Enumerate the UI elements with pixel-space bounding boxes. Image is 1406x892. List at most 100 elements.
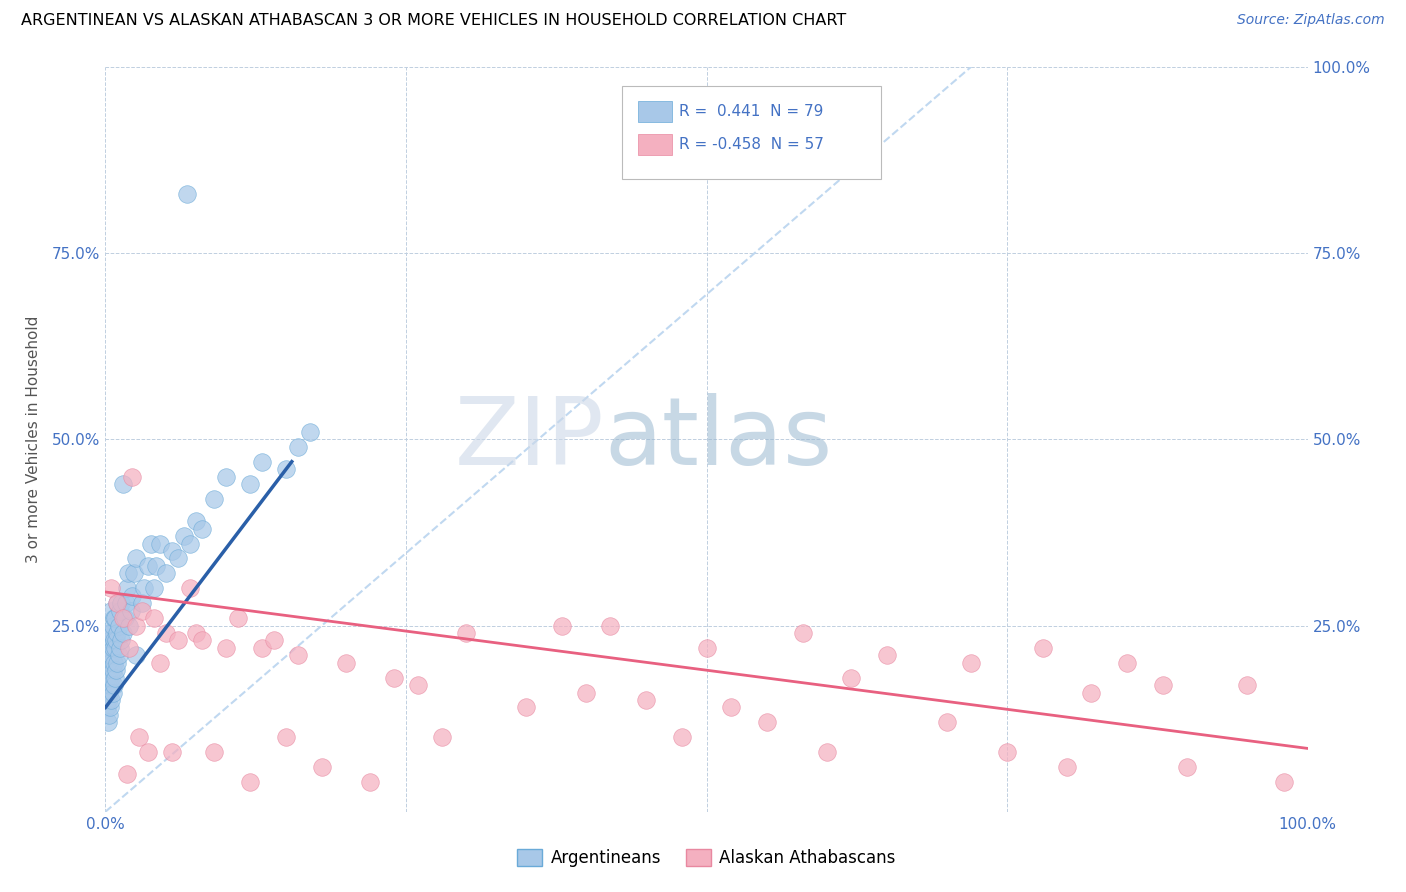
Point: [98, 633, 121, 648]
Text: R =  0.441  N = 79: R = 0.441 N = 79: [679, 104, 824, 120]
Point: [1032, 640, 1054, 655]
Point: [110, 596, 132, 610]
Point: [131, 604, 153, 618]
Point: [117, 566, 139, 581]
Point: [876, 648, 898, 663]
Point: [104, 611, 127, 625]
Point: [202, 491, 225, 506]
Point: [454, 626, 477, 640]
Point: [97, 640, 120, 655]
Point: [155, 566, 177, 581]
Point: [103, 633, 125, 648]
Point: [214, 469, 236, 483]
Point: [551, 618, 574, 632]
Point: [166, 633, 188, 648]
Point: [155, 626, 177, 640]
Point: [145, 558, 167, 573]
Y-axis label: 3 or more Vehicles in Household: 3 or more Vehicles in Household: [27, 316, 41, 563]
Point: [132, 582, 155, 596]
Bar: [638, 101, 672, 122]
Point: [101, 685, 124, 699]
Point: [1152, 678, 1174, 692]
Bar: [638, 134, 672, 155]
Point: [120, 604, 142, 618]
Point: [96, 671, 118, 685]
Point: [100, 626, 122, 640]
Point: [239, 775, 262, 789]
Point: [118, 618, 141, 632]
Point: [166, 551, 188, 566]
Point: [1175, 760, 1198, 774]
Point: [124, 648, 146, 663]
Point: [96, 685, 118, 699]
Point: [124, 551, 146, 566]
Point: [98, 707, 121, 722]
Point: [136, 745, 159, 759]
Point: [148, 536, 170, 550]
Point: [173, 529, 195, 543]
Point: [960, 656, 983, 670]
Point: [98, 648, 121, 663]
Point: [98, 678, 121, 692]
Point: [97, 693, 120, 707]
Point: [103, 678, 125, 692]
Point: [107, 626, 129, 640]
Point: [104, 671, 127, 685]
Point: [97, 656, 120, 670]
Point: [110, 633, 132, 648]
Point: [190, 633, 212, 648]
Point: [100, 648, 122, 663]
Point: [115, 767, 138, 781]
Point: [995, 745, 1018, 759]
Point: [104, 640, 127, 655]
Point: [1272, 775, 1295, 789]
Point: [128, 730, 150, 744]
Point: [100, 693, 122, 707]
Point: [98, 656, 121, 670]
Point: [515, 700, 537, 714]
Point: [430, 730, 453, 744]
Point: [335, 656, 357, 670]
Point: [121, 589, 143, 603]
Point: [160, 544, 183, 558]
Point: [184, 626, 207, 640]
Point: [105, 663, 128, 677]
Point: [575, 685, 598, 699]
Point: [101, 663, 124, 677]
Point: [720, 700, 742, 714]
Point: [112, 611, 135, 625]
Point: [98, 700, 121, 714]
FancyBboxPatch shape: [623, 86, 880, 178]
Point: [671, 730, 693, 744]
Point: [274, 730, 297, 744]
Point: [250, 640, 273, 655]
Point: [139, 536, 162, 550]
Text: Source: ZipAtlas.com: Source: ZipAtlas.com: [1237, 13, 1385, 28]
Point: [103, 656, 125, 670]
Point: [98, 671, 121, 685]
Point: [202, 745, 225, 759]
Point: [101, 618, 124, 632]
Text: R = -0.458  N = 57: R = -0.458 N = 57: [679, 136, 824, 152]
Point: [107, 648, 129, 663]
Point: [179, 536, 201, 550]
Point: [142, 582, 165, 596]
Point: [214, 640, 236, 655]
Point: [97, 715, 120, 730]
Point: [100, 604, 122, 618]
Point: [636, 693, 658, 707]
Point: [311, 760, 333, 774]
Point: [755, 715, 778, 730]
Point: [148, 656, 170, 670]
Point: [98, 626, 121, 640]
Point: [176, 186, 198, 201]
Point: [936, 715, 959, 730]
Point: [97, 678, 120, 692]
Point: [107, 596, 129, 610]
Point: [100, 671, 122, 685]
Point: [124, 618, 146, 632]
Point: [112, 626, 135, 640]
Point: [359, 775, 381, 789]
Text: ARGENTINEAN VS ALASKAN ATHABASCAN 3 OR MORE VEHICLES IN HOUSEHOLD CORRELATION CH: ARGENTINEAN VS ALASKAN ATHABASCAN 3 OR M…: [21, 13, 846, 29]
Point: [160, 745, 183, 759]
